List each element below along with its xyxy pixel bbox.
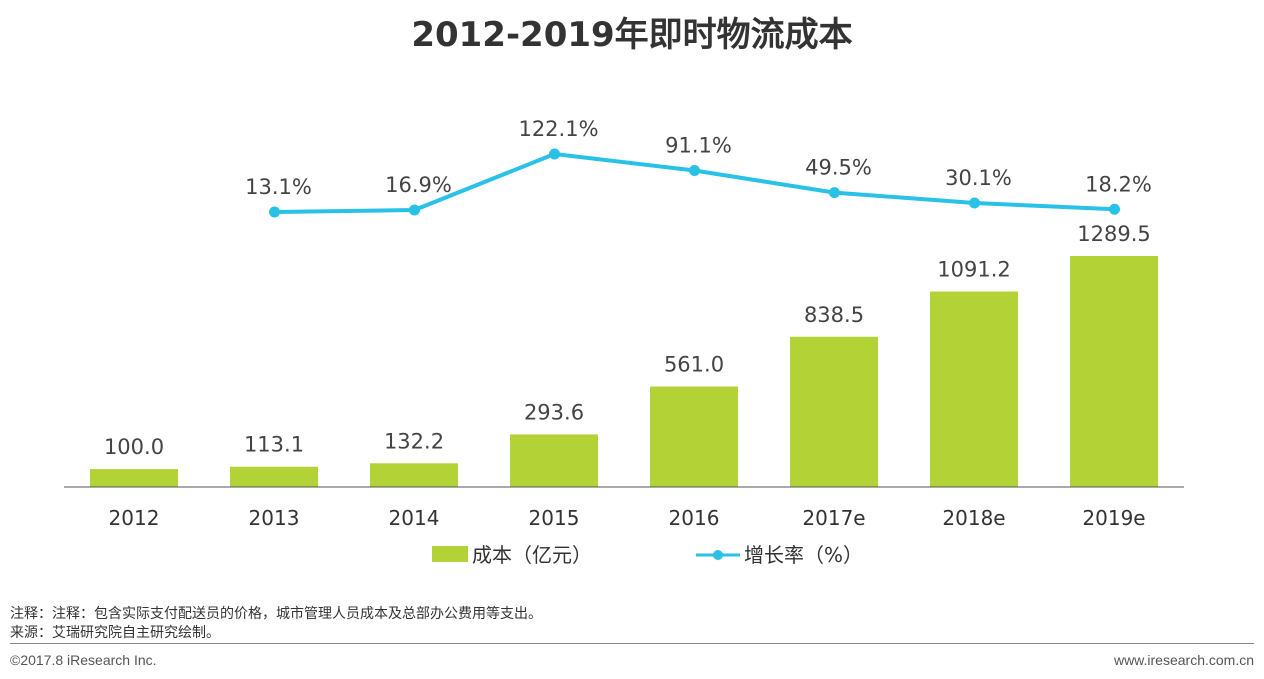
bar-2016 [650, 386, 738, 487]
website-link[interactable]: www.iresearch.com.cn [1113, 652, 1254, 668]
x-tick-2015: 2015 [529, 506, 580, 530]
growth-rate-series: 13.1% 16.9% 122.1% 91.1% 49.5% 30.1% 18.2% [245, 117, 1152, 218]
bar-label-2014: 132.2 [384, 429, 444, 453]
footer-divider [10, 643, 1254, 644]
growth-point-2014 [409, 204, 420, 216]
bar-2018e [930, 291, 1018, 487]
growth-label-2013: 13.1% [245, 175, 312, 199]
bar-label-2015: 293.6 [524, 400, 584, 424]
growth-point-2019e [1109, 203, 1120, 215]
bar-label-2017e: 838.5 [804, 303, 864, 327]
growth-label-2015: 122.1% [518, 117, 598, 141]
x-tick-2014: 2014 [389, 506, 440, 530]
growth-label-2018e: 30.1% [945, 166, 1012, 190]
bar-series: 100.0 113.1 132.2 293.6 561.0 838.5 1091.2 1289… [90, 222, 1158, 487]
x-tick-labels: 2012 2013 2014 2015 2016 2017e 2018e 2019e [109, 506, 1146, 530]
footer-note: 注释：注释：包含实际支付配送员的价格，城市管理人员成本及总部办公费用等支出。 [10, 606, 542, 622]
legend-line-label: 增长率（%） [744, 543, 863, 567]
bar-2012 [90, 469, 178, 487]
growth-point-2017e [829, 187, 840, 199]
bar-2014 [370, 463, 458, 487]
x-tick-2019e: 2019e [1082, 506, 1145, 530]
chart-title: 2012-2019年即时物流成本 [411, 15, 852, 55]
growth-label-2019e: 18.2% [1085, 172, 1152, 196]
growth-label-2014: 16.9% [385, 173, 452, 197]
growth-point-2015 [549, 148, 560, 160]
bar-label-2018e: 1091.2 [937, 258, 1010, 282]
bar-label-2012: 100.0 [104, 435, 164, 459]
bar-2019e [1070, 256, 1158, 487]
bar-2017e [790, 336, 878, 487]
bar-2015 [510, 434, 598, 487]
bar-label-2013: 113.1 [244, 433, 304, 457]
growth-point-2016 [689, 164, 700, 176]
growth-point-2018e [969, 197, 980, 209]
bar-2013 [230, 466, 318, 487]
legend-line-marker [713, 550, 723, 560]
x-tick-2017e: 2017e [802, 506, 865, 530]
growth-label-2017e: 49.5% [805, 156, 872, 180]
x-tick-2012: 2012 [109, 506, 160, 530]
bar-label-2019e: 1289.5 [1077, 222, 1150, 246]
growth-point-2013 [269, 206, 280, 218]
copyright: ©2017.8 iResearch Inc. [10, 652, 157, 668]
growth-label-2016: 91.1% [665, 133, 732, 157]
legend-bar-swatch [432, 546, 468, 562]
x-tick-2018e: 2018e [942, 506, 1005, 530]
footer-source: 来源：艾瑞研究院自主研究绘制。 [10, 625, 220, 641]
x-tick-2016: 2016 [669, 506, 720, 530]
legend: 成本（亿元） 增长率（%） [432, 543, 863, 567]
x-tick-2013: 2013 [249, 506, 300, 530]
legend-bar-label: 成本（亿元） [472, 543, 592, 567]
chart: 2012-2019年即时物流成本 100.0 113.1 132.2 293.6 561… [64, 15, 1184, 567]
bar-label-2016: 561.0 [664, 353, 724, 377]
